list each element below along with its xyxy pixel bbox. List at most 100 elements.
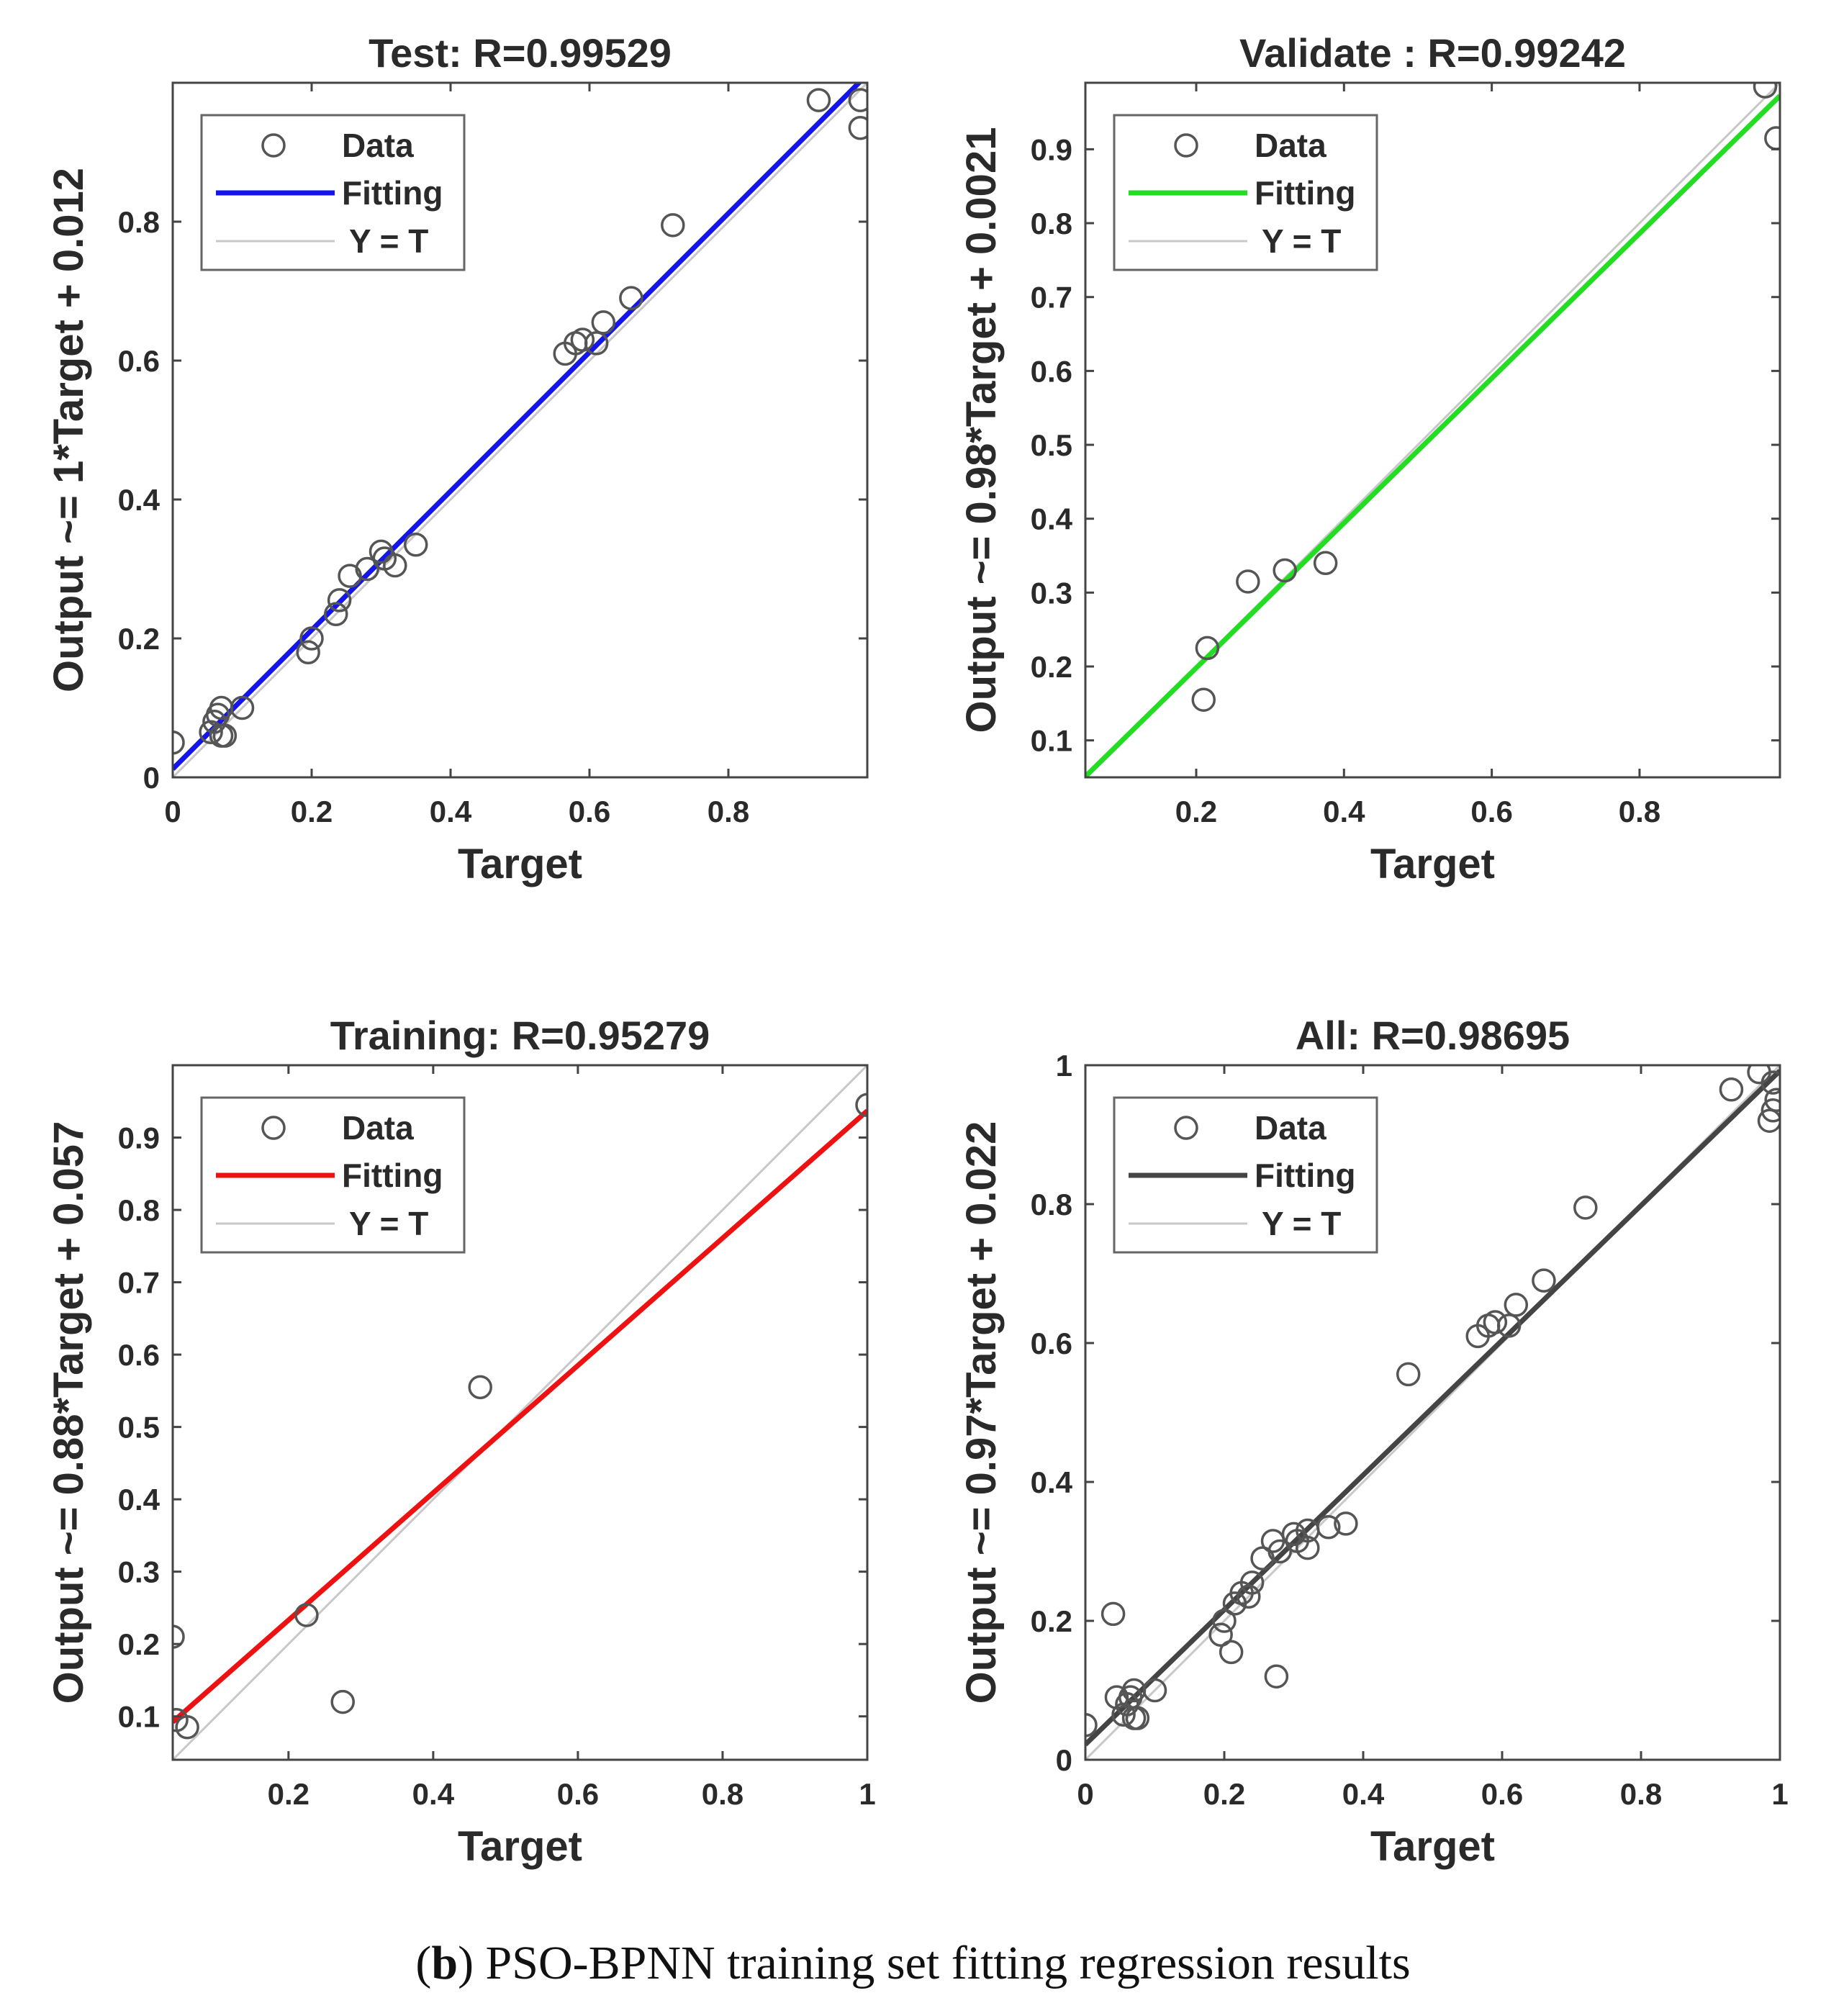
x-tick-label: 1: [859, 1777, 875, 1811]
x-axis-label: Target: [1370, 841, 1495, 887]
y-tick-label: 0.2: [1031, 650, 1072, 684]
fitting-line: [1085, 1069, 1780, 1747]
legend-label: Y = T: [1262, 1205, 1341, 1242]
x-tick-label: 0: [1077, 1777, 1093, 1811]
x-tick-label: 0.2: [1203, 1777, 1245, 1811]
data-point: [1239, 1570, 1265, 1595]
axes-box: [1084, 1064, 1781, 1761]
x-tick-label: 0.4: [1323, 795, 1365, 828]
y-tick-label: 0.4: [1031, 502, 1073, 536]
y-tick-label: 1: [1056, 1049, 1072, 1082]
y-tick-label: 0.1: [1031, 724, 1072, 758]
data-point: [806, 88, 831, 112]
data-point: [1208, 1622, 1233, 1647]
fitting-line: [1085, 94, 1780, 777]
data-point: [299, 626, 324, 651]
y-tick-label: 0.9: [118, 1121, 160, 1155]
y-tick-label: 0.1: [118, 1700, 160, 1734]
data-point: [324, 602, 348, 626]
chart-panel-4: 0 0.2 0.4 0.6 0.8 1 0 0.2 0.4 0.6 0.8 1 All: R=0.986…: [958, 1013, 1789, 1870]
data-point: [1504, 1293, 1529, 1317]
y-tick-label: 0.3: [1031, 576, 1072, 610]
legend-data-marker: [1174, 1116, 1198, 1140]
x-tick-label: 1: [1771, 1777, 1788, 1811]
y-tick-label: 0.5: [1031, 428, 1072, 462]
data-point: [1316, 1514, 1341, 1540]
legend: Data Fitting Y = T: [1113, 114, 1378, 271]
data-point: [1396, 1362, 1421, 1387]
data-point: [1757, 1108, 1780, 1133]
data-point: [1532, 1268, 1556, 1293]
data-point: [1719, 1077, 1744, 1102]
chart-panel-2: 0.2 0.4 0.6 0.8 0.1 0.2 0.3 0.4 0.5 0.6 0.7 0.8 0.9 V…: [958, 30, 1781, 887]
data-point: [296, 640, 320, 665]
y-tick-label: 0.8: [1031, 1188, 1072, 1221]
y-tick-label: 0.6: [118, 344, 160, 378]
data-point: [1296, 1535, 1320, 1560]
axes-box: [171, 81, 869, 779]
x-axis-label: Target: [458, 841, 582, 887]
data-point: [468, 1375, 492, 1400]
x-tick-label: 0.8: [1619, 795, 1660, 828]
data-point: [570, 327, 595, 352]
y-tick-label: 0.4: [118, 483, 161, 517]
legend-label: Fitting: [1255, 174, 1356, 212]
data-point: [1313, 551, 1338, 576]
data-point: [1496, 1314, 1522, 1338]
y-tick-label: 0.8: [1031, 207, 1072, 240]
data-point: [1264, 1664, 1289, 1689]
data-point: [1219, 1640, 1244, 1665]
data-point: [230, 695, 255, 720]
legend-label: Data: [1255, 1109, 1326, 1147]
x-tick-label: 0.8: [1620, 1777, 1662, 1811]
chart-title: Test: R=0.99529: [369, 30, 672, 76]
y-axis-label: Output ~= 0.97*Target + 0.022: [958, 1121, 1005, 1704]
data-point: [294, 1603, 319, 1627]
y-tick-label: 0.7: [1031, 281, 1072, 315]
y-tick-label: 0.6: [118, 1338, 160, 1372]
data-point: [1573, 1195, 1598, 1220]
x-axis-label: Target: [458, 1823, 582, 1870]
y-axis-label: Output ~= 0.88*Target + 0.057: [45, 1121, 92, 1704]
y-axis-label: Output ~= 1*Target + 0.012: [45, 168, 92, 692]
x-tick-label: 0.8: [708, 795, 749, 828]
fitting-line: [173, 1108, 867, 1725]
x-tick-label: 0.4: [1342, 1777, 1385, 1811]
data-point: [591, 310, 616, 335]
data-point: [1191, 687, 1216, 712]
legend-label: Data: [342, 1109, 414, 1147]
legend: Data Fitting Y = T: [200, 114, 466, 271]
data-point: [661, 213, 685, 238]
axes-box: [171, 1064, 869, 1761]
data-point: [855, 1093, 867, 1118]
data-point: [1761, 1098, 1780, 1123]
figure-caption: (b) PSO-BPNN training set fitting regres…: [0, 1936, 1826, 1991]
caption-letter: b: [431, 1937, 458, 1989]
data-point: [1100, 1601, 1126, 1627]
y-tick-label: 0.6: [1031, 1326, 1072, 1360]
y-tick-label: 0.5: [118, 1411, 160, 1445]
data-point: [1334, 1511, 1358, 1536]
chart-panel-1: 0 0.2 0.4 0.6 0.8 0 0.2 0.4 0.6 0.8 Test: R=0.9952…: [45, 30, 869, 887]
data-point: [1764, 1088, 1780, 1112]
y-tick-label: 0.6: [1031, 354, 1072, 388]
data-point: [1267, 1539, 1292, 1564]
legend-label: Y = T: [349, 1205, 428, 1242]
y-tick-label: 0: [143, 761, 160, 795]
axes-box: [1084, 81, 1781, 779]
x-tick-label: 0.4: [412, 1777, 455, 1811]
caption-text: ) PSO-BPNN training set fitting regressi…: [458, 1937, 1411, 1989]
y-tick-label: 0.4: [1031, 1465, 1073, 1499]
data-point: [212, 723, 238, 748]
y-axis-label: Output ~= 0.98*Target + 0.0021: [958, 127, 1005, 733]
x-tick-label: 0.4: [430, 795, 472, 828]
data-point: [584, 331, 609, 356]
data-point: [1273, 558, 1297, 583]
y-tick-label: 0.8: [118, 1193, 160, 1227]
chart-title: Validate : R=0.99242: [1239, 30, 1626, 76]
legend-label: Fitting: [342, 1157, 443, 1194]
x-tick-label: 0.2: [291, 795, 333, 828]
data-point: [848, 88, 867, 112]
x-tick-label: 0.6: [1470, 795, 1512, 828]
chart-title: All: R=0.98695: [1296, 1013, 1570, 1058]
